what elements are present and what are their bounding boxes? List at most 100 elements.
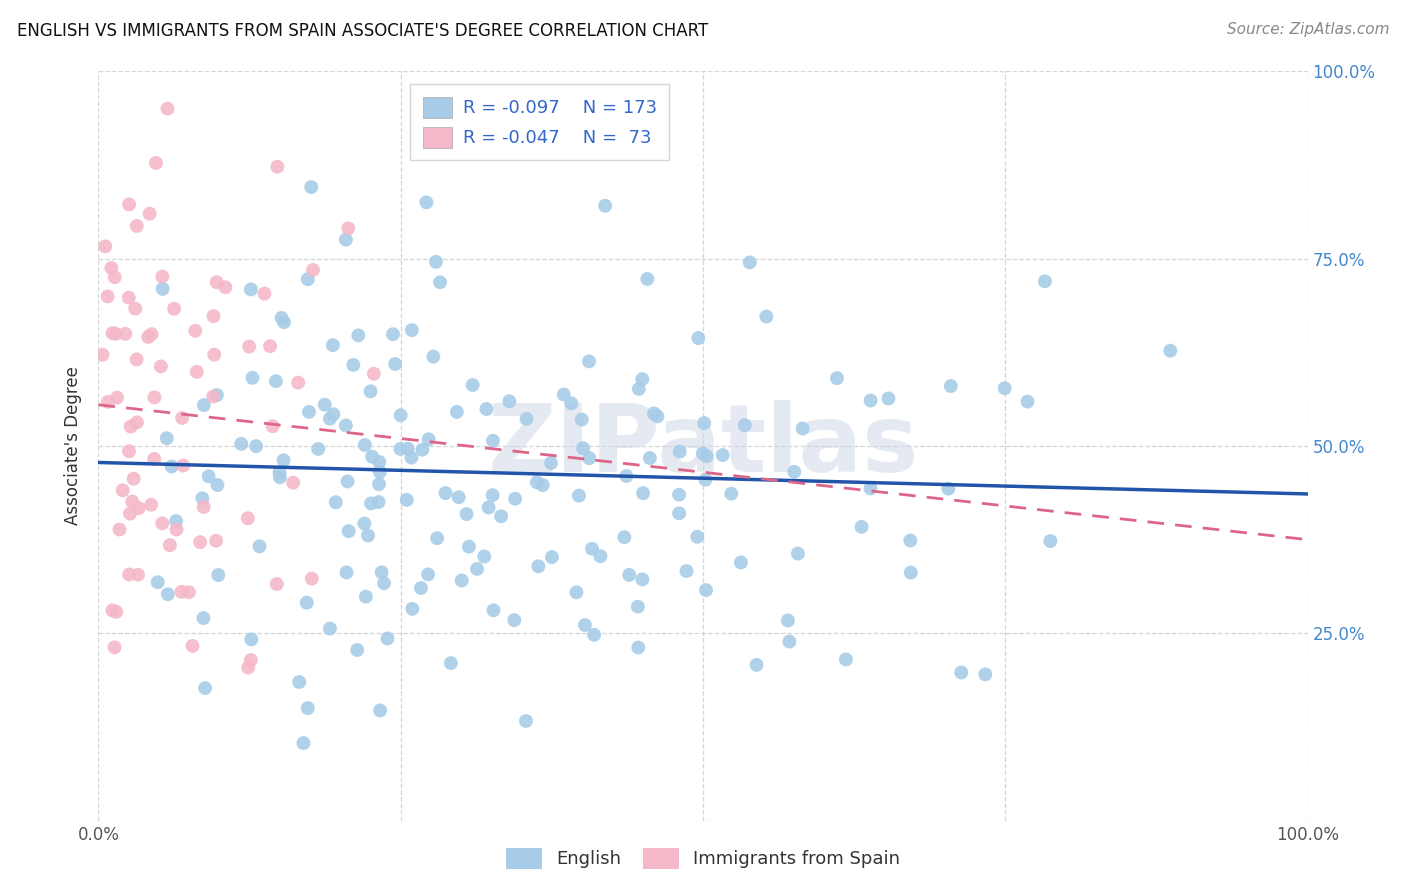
Point <box>240 632 263 647</box>
Point <box>446 405 468 419</box>
Point <box>346 643 368 657</box>
Point <box>97 289 120 303</box>
Point <box>668 444 690 458</box>
Point <box>207 478 229 492</box>
Point <box>416 567 439 582</box>
Point <box>202 390 225 404</box>
Point <box>125 219 148 233</box>
Point <box>368 455 391 469</box>
Point <box>745 657 768 672</box>
Point <box>627 382 650 396</box>
Point <box>578 354 600 368</box>
Point <box>389 409 412 423</box>
Point <box>314 398 336 412</box>
Point <box>572 442 595 456</box>
Point <box>377 632 399 646</box>
Point <box>335 233 357 247</box>
Point <box>118 507 141 521</box>
Point <box>111 483 134 498</box>
Point <box>118 444 141 458</box>
Point <box>835 652 858 666</box>
Point <box>692 446 714 460</box>
Point <box>337 524 360 538</box>
Point <box>150 269 173 284</box>
Point <box>627 640 650 655</box>
Point <box>361 450 384 464</box>
Point <box>302 263 325 277</box>
Point <box>465 562 488 576</box>
Point <box>193 500 215 514</box>
Point <box>193 398 215 412</box>
Point <box>409 581 432 595</box>
Point <box>238 340 260 354</box>
Point <box>482 434 505 448</box>
Point <box>139 498 162 512</box>
Point <box>150 516 173 531</box>
Point <box>503 491 526 506</box>
Point <box>231 437 253 451</box>
Point <box>778 634 800 648</box>
Point <box>565 585 588 599</box>
Point <box>526 475 548 490</box>
Point <box>1159 343 1181 358</box>
Point <box>295 596 318 610</box>
Point <box>647 409 669 424</box>
Point <box>143 452 166 467</box>
Point <box>193 611 215 625</box>
Point <box>540 456 562 470</box>
Point <box>415 195 437 210</box>
Text: ZIPatlas: ZIPatlas <box>488 400 918 492</box>
Point <box>205 275 228 289</box>
Point <box>429 275 451 289</box>
Point <box>458 540 481 554</box>
Point <box>859 482 882 496</box>
Point <box>335 418 357 433</box>
Point <box>181 639 204 653</box>
Point <box>194 681 217 695</box>
Point <box>368 703 391 717</box>
Point <box>205 533 228 548</box>
Point <box>668 488 690 502</box>
Point <box>156 431 179 445</box>
Point <box>236 511 259 525</box>
Point <box>259 339 281 353</box>
Point <box>357 528 380 542</box>
Point <box>711 448 734 462</box>
Point <box>360 384 382 399</box>
Point <box>515 412 537 426</box>
Point <box>450 574 472 588</box>
Point <box>776 614 799 628</box>
Point <box>898 533 921 548</box>
Point <box>269 470 291 484</box>
Point <box>170 584 193 599</box>
Legend: English, Immigrants from Spain: English, Immigrants from Spain <box>498 840 908 876</box>
Point <box>613 530 636 544</box>
Point <box>242 371 264 385</box>
Point <box>125 352 148 367</box>
Point <box>214 280 236 294</box>
Point <box>156 102 179 116</box>
Point <box>571 412 593 426</box>
Point <box>974 667 997 681</box>
Point <box>127 567 149 582</box>
Point <box>118 197 141 211</box>
Point <box>239 653 262 667</box>
Point <box>97 394 120 409</box>
Point <box>589 549 612 564</box>
Point <box>382 327 405 342</box>
Point <box>434 486 457 500</box>
Point <box>287 376 309 390</box>
Point <box>593 199 616 213</box>
Text: Source: ZipAtlas.com: Source: ZipAtlas.com <box>1226 22 1389 37</box>
Point <box>202 309 225 323</box>
Point <box>118 291 141 305</box>
Point <box>755 310 778 324</box>
Point <box>695 473 717 487</box>
Point <box>149 359 172 374</box>
Point <box>128 501 150 516</box>
Point <box>138 207 160 221</box>
Point <box>515 714 537 728</box>
Point <box>541 550 564 565</box>
Point <box>730 556 752 570</box>
Point <box>583 628 606 642</box>
